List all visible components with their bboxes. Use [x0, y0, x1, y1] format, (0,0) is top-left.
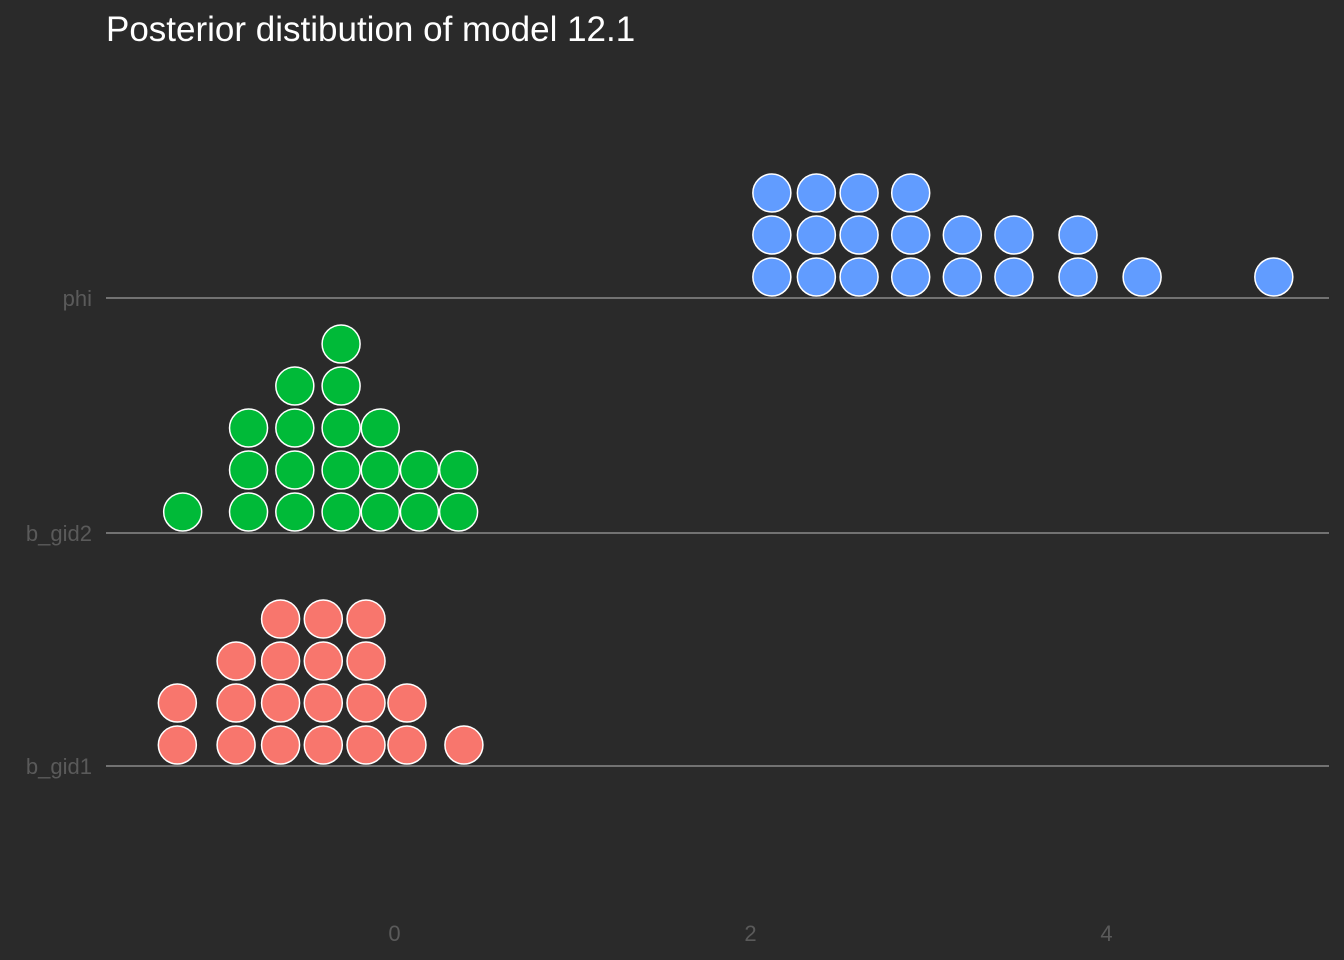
dot-phi — [994, 257, 1034, 297]
dot-phi — [994, 215, 1034, 255]
dot-b_gid2 — [275, 492, 315, 532]
dot-b_gid1 — [157, 725, 198, 765]
dot-phi — [1058, 257, 1098, 297]
dot-b_gid1 — [387, 725, 427, 765]
dot-phi — [942, 215, 983, 255]
dot-b_gid2 — [162, 492, 203, 532]
dot-b_gid1 — [303, 683, 344, 723]
dot-b_gid1 — [444, 725, 484, 765]
dot-b_gid2 — [321, 408, 361, 448]
dot-b_gid2 — [438, 450, 479, 490]
dot-b_gid2 — [438, 492, 479, 532]
dot-b_gid2 — [321, 324, 361, 364]
dots — [157, 173, 1294, 765]
dot-b_gid1 — [346, 641, 386, 681]
dot-b_gid2 — [399, 450, 440, 490]
x-axis-labels: 0 2 4 — [388, 921, 1112, 946]
dot-b_gid1 — [387, 683, 427, 723]
dot-b_gid2 — [360, 408, 401, 448]
dot-b_gid1 — [157, 683, 198, 723]
y-tick-label: b_gid1 — [26, 754, 92, 779]
dot-b_gid2 — [275, 366, 315, 406]
dot-b_gid2 — [399, 492, 440, 532]
dot-b_gid1 — [260, 683, 301, 723]
dot-phi — [752, 173, 792, 213]
dot-b_gid2 — [321, 366, 361, 406]
dot-phi — [796, 215, 837, 255]
y-axis-labels: b_gid1 b_gid2 phi — [26, 286, 92, 779]
dot-phi — [796, 173, 837, 213]
dot-phi — [1122, 257, 1162, 297]
dot-b_gid1 — [216, 641, 256, 681]
dot-b_gid1 — [260, 599, 301, 639]
dot-phi — [839, 173, 879, 213]
dot-b_gid1 — [216, 725, 256, 765]
x-tick-label: 2 — [744, 921, 756, 946]
baselines — [106, 297, 1329, 767]
dot-b_gid1 — [346, 683, 386, 723]
x-tick-label: 4 — [1100, 921, 1112, 946]
dot-b_gid1 — [216, 683, 256, 723]
chart-title: Posterior distibution of model 12.1 — [106, 10, 636, 49]
dot-b_gid2 — [275, 408, 315, 448]
dot-b_gid2 — [360, 450, 401, 490]
dot-phi — [890, 257, 931, 297]
dot-b_gid1 — [303, 641, 344, 681]
dot-b_gid2 — [321, 450, 361, 490]
y-tick-label: b_gid2 — [26, 521, 92, 546]
x-tick-label: 0 — [388, 921, 400, 946]
dot-b_gid2 — [275, 450, 315, 490]
dot-phi — [942, 257, 983, 297]
dot-phi — [1058, 215, 1098, 255]
dot-phi — [890, 215, 931, 255]
dot-b_gid1 — [260, 641, 301, 681]
dot-b_gid1 — [346, 599, 386, 639]
dot-b_gid2 — [228, 450, 269, 490]
dot-phi — [839, 257, 879, 297]
dot-phi — [890, 173, 931, 213]
dot-phi — [796, 257, 837, 297]
dot-b_gid2 — [360, 492, 401, 532]
dot-phi — [839, 215, 879, 255]
dot-b_gid1 — [303, 599, 344, 639]
dot-phi — [752, 215, 792, 255]
dot-b_gid2 — [321, 492, 361, 532]
dot-b_gid1 — [303, 725, 344, 765]
dot-phi — [752, 257, 792, 297]
dot-b_gid2 — [228, 492, 269, 532]
dot-phi — [1254, 257, 1294, 297]
dot-b_gid1 — [260, 725, 301, 765]
dot-b_gid2 — [228, 408, 269, 448]
y-tick-label: phi — [63, 286, 92, 311]
dot-b_gid1 — [346, 725, 386, 765]
